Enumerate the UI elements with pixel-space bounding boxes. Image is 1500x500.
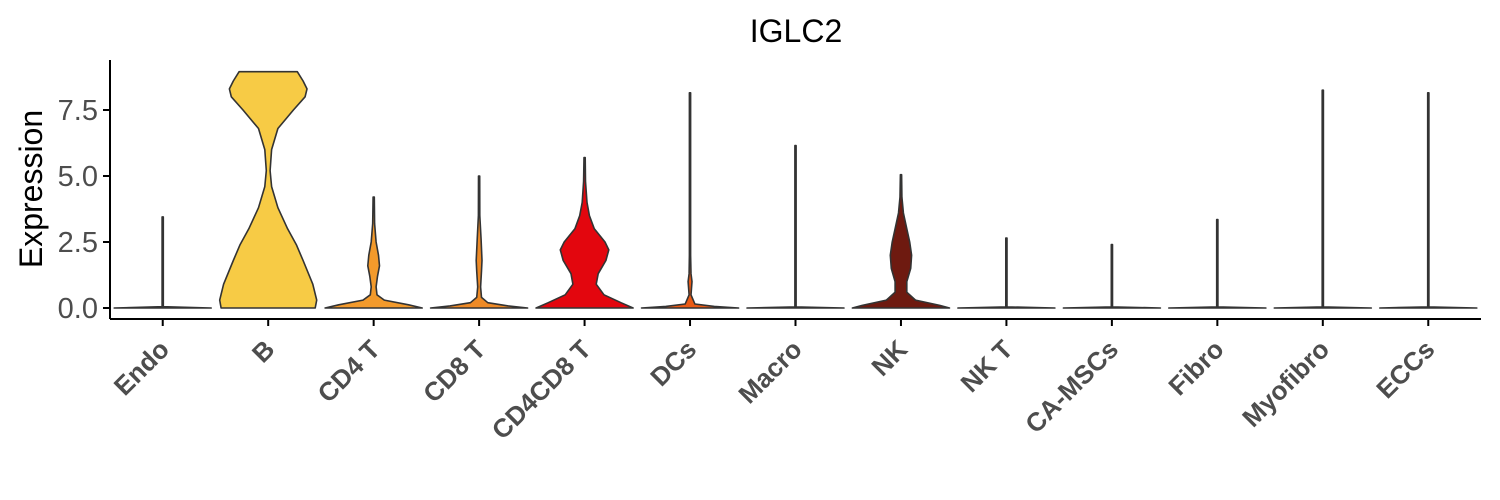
y-tick-label: 7.5 (58, 95, 98, 127)
x-tick-label: NK (865, 334, 913, 382)
x-tick-label: NK T (955, 334, 1019, 398)
violin-eccs (1379, 92, 1478, 309)
x-tick-label: CD8 T (417, 334, 491, 408)
x-tick-label: ECCs (1370, 334, 1440, 404)
violin-cd8-t (429, 175, 529, 309)
y-axis: 0.0 2.5 5.0 7.5 (58, 60, 111, 325)
violin-nk-t (957, 237, 1056, 309)
violin-nk (851, 173, 951, 309)
y-tick-label: 5.0 (58, 161, 98, 193)
y-tick-label: 0.0 (58, 293, 98, 325)
x-tick-label: B (246, 334, 280, 368)
x-tick-label: CA-MSCs (1019, 334, 1124, 439)
chart-title: IGLC2 (750, 13, 842, 49)
x-tick-label: Myofibro (1236, 334, 1335, 433)
violin-fibro (1168, 218, 1267, 309)
violin-b (218, 70, 318, 309)
x-tick-label: CD4CD8 T (486, 334, 597, 445)
violin-macro (746, 144, 845, 309)
violins-group (113, 70, 1478, 309)
x-tick-label: DCs (644, 334, 702, 392)
violin-cd4-t (324, 196, 423, 309)
x-tick-label: Fibro (1162, 334, 1229, 401)
x-tick-label: Macro (732, 334, 807, 409)
y-axis-label: Expression (13, 110, 49, 268)
x-tick-label: Endo (108, 334, 175, 401)
violin-dcs (640, 92, 740, 309)
violin-myofibro (1273, 89, 1373, 309)
x-tick-label: CD4 T (312, 334, 386, 408)
y-tick-label: 2.5 (58, 227, 98, 259)
violin-ca-mscs (1062, 243, 1162, 309)
violin-endo (113, 216, 212, 309)
violin-cd4cd8-t (535, 156, 634, 309)
